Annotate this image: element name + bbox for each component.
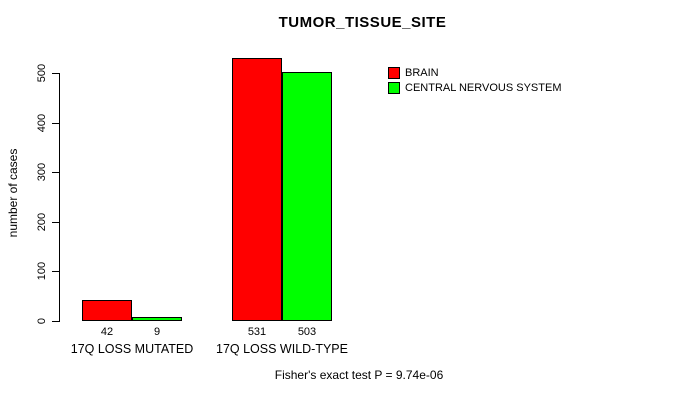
legend-label: CENTRAL NERVOUS SYSTEM — [405, 81, 562, 94]
bar-value-label: 503 — [297, 326, 317, 338]
y-tick-mark-300 — [52, 172, 59, 173]
legend-label: BRAIN — [405, 66, 439, 79]
y-tick-mark-100 — [52, 271, 59, 272]
y-tick-mark-0 — [52, 321, 59, 322]
y-tick-label-200: 200 — [36, 212, 48, 232]
y-tick-label-500: 500 — [36, 63, 48, 83]
fisher-test-annotation: Fisher's exact test P = 9.74e-06 — [274, 368, 444, 382]
legend-item-brain: BRAIN — [388, 65, 561, 80]
bar-central-nervous-system-group-2 — [282, 72, 332, 321]
legend-item-central-nervous-system: CENTRAL NERVOUS SYSTEM — [388, 80, 561, 95]
y-tick-mark-200 — [52, 222, 59, 223]
y-tick-label-400: 400 — [36, 113, 48, 133]
legend: BRAIN CENTRAL NERVOUS SYSTEM — [388, 65, 561, 95]
category-label-2: 17Q LOSS WILD-TYPE — [216, 342, 348, 356]
bar-brain-group-2 — [232, 58, 282, 321]
bar-central-nervous-system-group-1 — [132, 317, 182, 321]
y-tick-label-300: 300 — [36, 162, 48, 182]
bar-value-label: 531 — [247, 326, 267, 338]
y-tick-label-0: 0 — [36, 317, 48, 325]
legend-swatch — [388, 66, 400, 79]
y-axis-line — [59, 73, 60, 322]
legend-swatch — [388, 81, 400, 94]
bar-brain-group-1 — [82, 300, 132, 321]
y-axis-title: number of cases — [6, 148, 20, 238]
y-tick-label-100: 100 — [36, 261, 48, 281]
y-tick-mark-500 — [52, 73, 59, 74]
category-label-1: 17Q LOSS MUTATED — [70, 342, 194, 356]
bar-value-label: 42 — [100, 326, 114, 338]
y-tick-mark-400 — [52, 123, 59, 124]
chart-title: TUMOR_TISSUE_SITE — [278, 14, 447, 31]
bar-value-label: 9 — [153, 326, 161, 338]
